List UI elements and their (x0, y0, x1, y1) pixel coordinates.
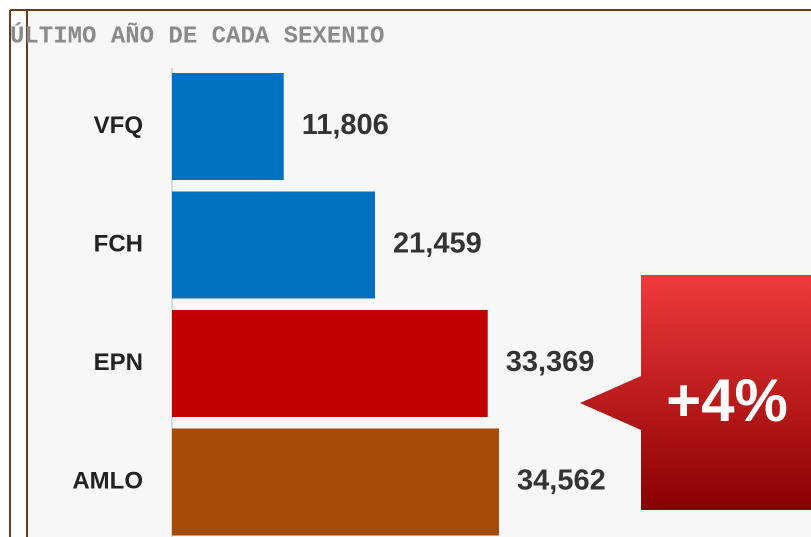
value-label: 33,369 (506, 346, 595, 378)
category-label: VFQ (94, 112, 143, 139)
category-label: AMLO (72, 467, 143, 494)
bar (172, 73, 284, 180)
value-label: 11,806 (302, 109, 389, 141)
value-label: 21,459 (393, 228, 482, 260)
category-label: EPN (94, 349, 143, 376)
bar (172, 191, 376, 299)
bar (172, 428, 499, 536)
value-label: 34,562 (517, 465, 606, 497)
category-label: FCH (94, 230, 143, 257)
callout: +4% (580, 275, 811, 510)
chart-title: ÚLTIMO AÑO DE CADA SEXENIO (10, 21, 384, 50)
annotation: +4% (666, 367, 788, 434)
bar (172, 310, 488, 417)
callout-shape (580, 275, 811, 510)
